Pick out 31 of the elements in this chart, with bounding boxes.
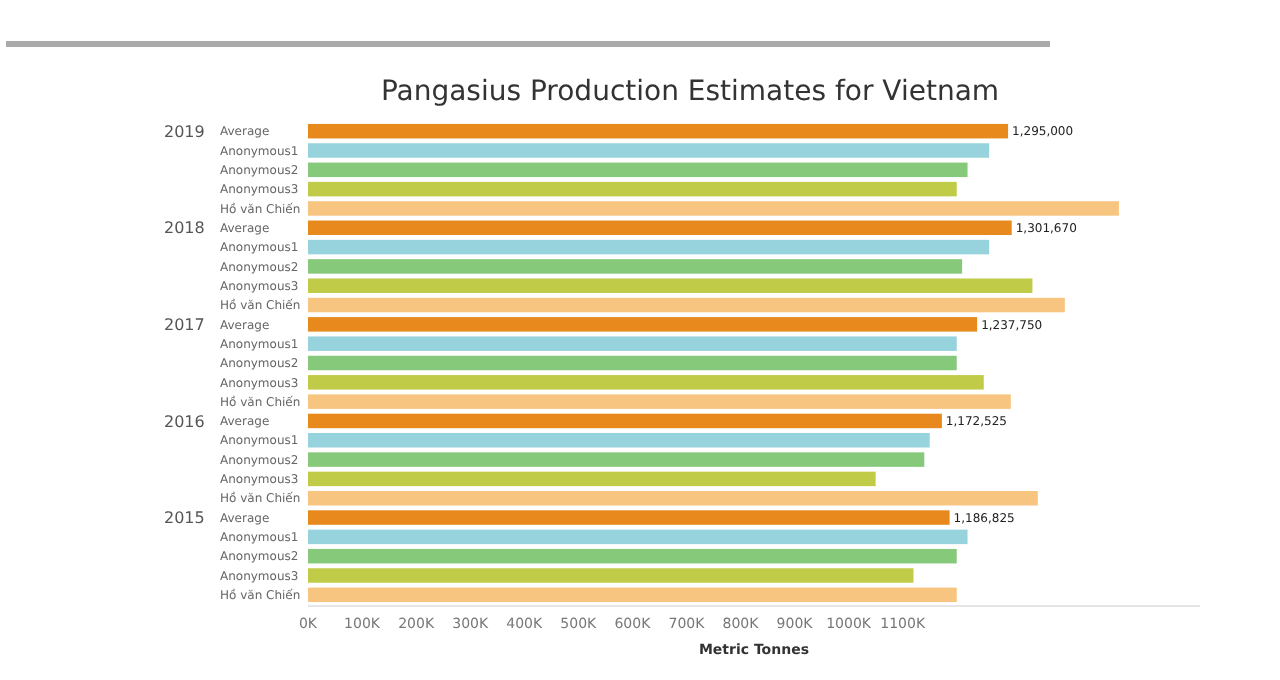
bar	[308, 220, 1012, 236]
bar	[308, 413, 942, 429]
bar	[308, 490, 1038, 506]
text: 2017	[164, 315, 205, 334]
bar	[308, 181, 957, 197]
bar	[308, 123, 1009, 139]
bar	[308, 452, 925, 467]
chart-title: Pangasius Production Estimates for Vietnam	[380, 76, 1000, 108]
bar	[308, 471, 876, 487]
text: 2019	[164, 122, 205, 141]
bar	[308, 587, 957, 603]
text: 2016	[164, 412, 205, 431]
bar	[308, 394, 1011, 409]
bar	[308, 143, 990, 158]
bar	[308, 433, 930, 448]
bar	[308, 297, 1065, 313]
bar	[308, 355, 957, 371]
bar	[308, 568, 914, 583]
text: 2018	[164, 219, 205, 238]
bar	[308, 201, 1119, 216]
bar	[308, 375, 984, 390]
bar	[308, 259, 963, 274]
bar	[308, 510, 950, 525]
bar	[308, 162, 968, 178]
bar	[308, 278, 1033, 293]
bar	[308, 336, 957, 351]
bar	[308, 239, 990, 255]
bar	[308, 529, 968, 545]
text: 2015	[164, 509, 205, 528]
bar	[308, 317, 978, 332]
bar	[308, 548, 957, 564]
